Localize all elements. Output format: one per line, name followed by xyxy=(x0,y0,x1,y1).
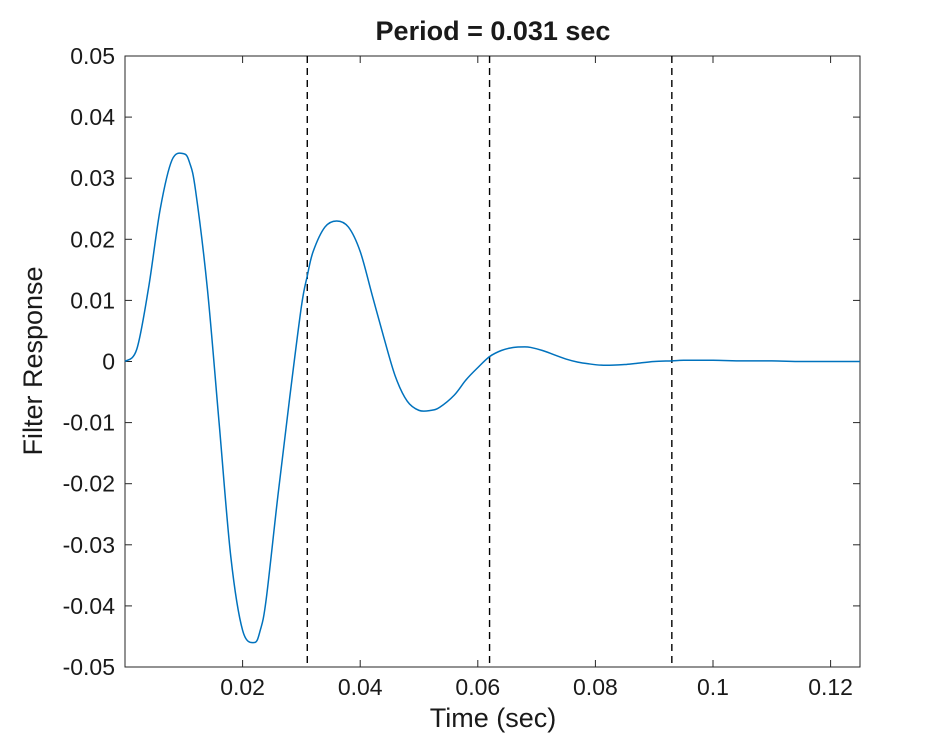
y-tick-label: 0.01 xyxy=(70,287,115,313)
y-tick-label: -0.03 xyxy=(63,532,115,558)
y-tick-label: 0 xyxy=(102,349,115,375)
y-tick-label: 0.03 xyxy=(70,165,115,191)
y-tick-label: 0.04 xyxy=(70,104,115,130)
y-tick-label: 0.05 xyxy=(70,43,115,69)
plot-area: -0.05 -0.04 -0.03 -0.02 -0.01 0 0.01 0.02 0.03 0.… xyxy=(63,43,861,700)
y-tick-label: -0.02 xyxy=(63,471,115,497)
x-tick-label: 0.02 xyxy=(220,674,265,700)
y-axis-label: Filter Response xyxy=(18,266,48,455)
x-tick-label: 0.1 xyxy=(697,674,729,700)
x-tick-label: 0.12 xyxy=(808,674,853,700)
x-tick-label: 0.08 xyxy=(573,674,618,700)
y-tick-label: -0.04 xyxy=(63,593,116,619)
filter-response-line xyxy=(124,152,860,644)
chart-title: Period = 0.031 sec xyxy=(376,16,611,46)
x-axis-label: Time (sec) xyxy=(430,703,557,733)
y-tick-label: -0.01 xyxy=(63,410,115,436)
y-tick-label: -0.05 xyxy=(63,654,115,680)
x-tick-label: 0.06 xyxy=(455,674,500,700)
x-tick-label: 0.04 xyxy=(338,674,383,700)
y-tick-label: 0.02 xyxy=(70,226,115,252)
